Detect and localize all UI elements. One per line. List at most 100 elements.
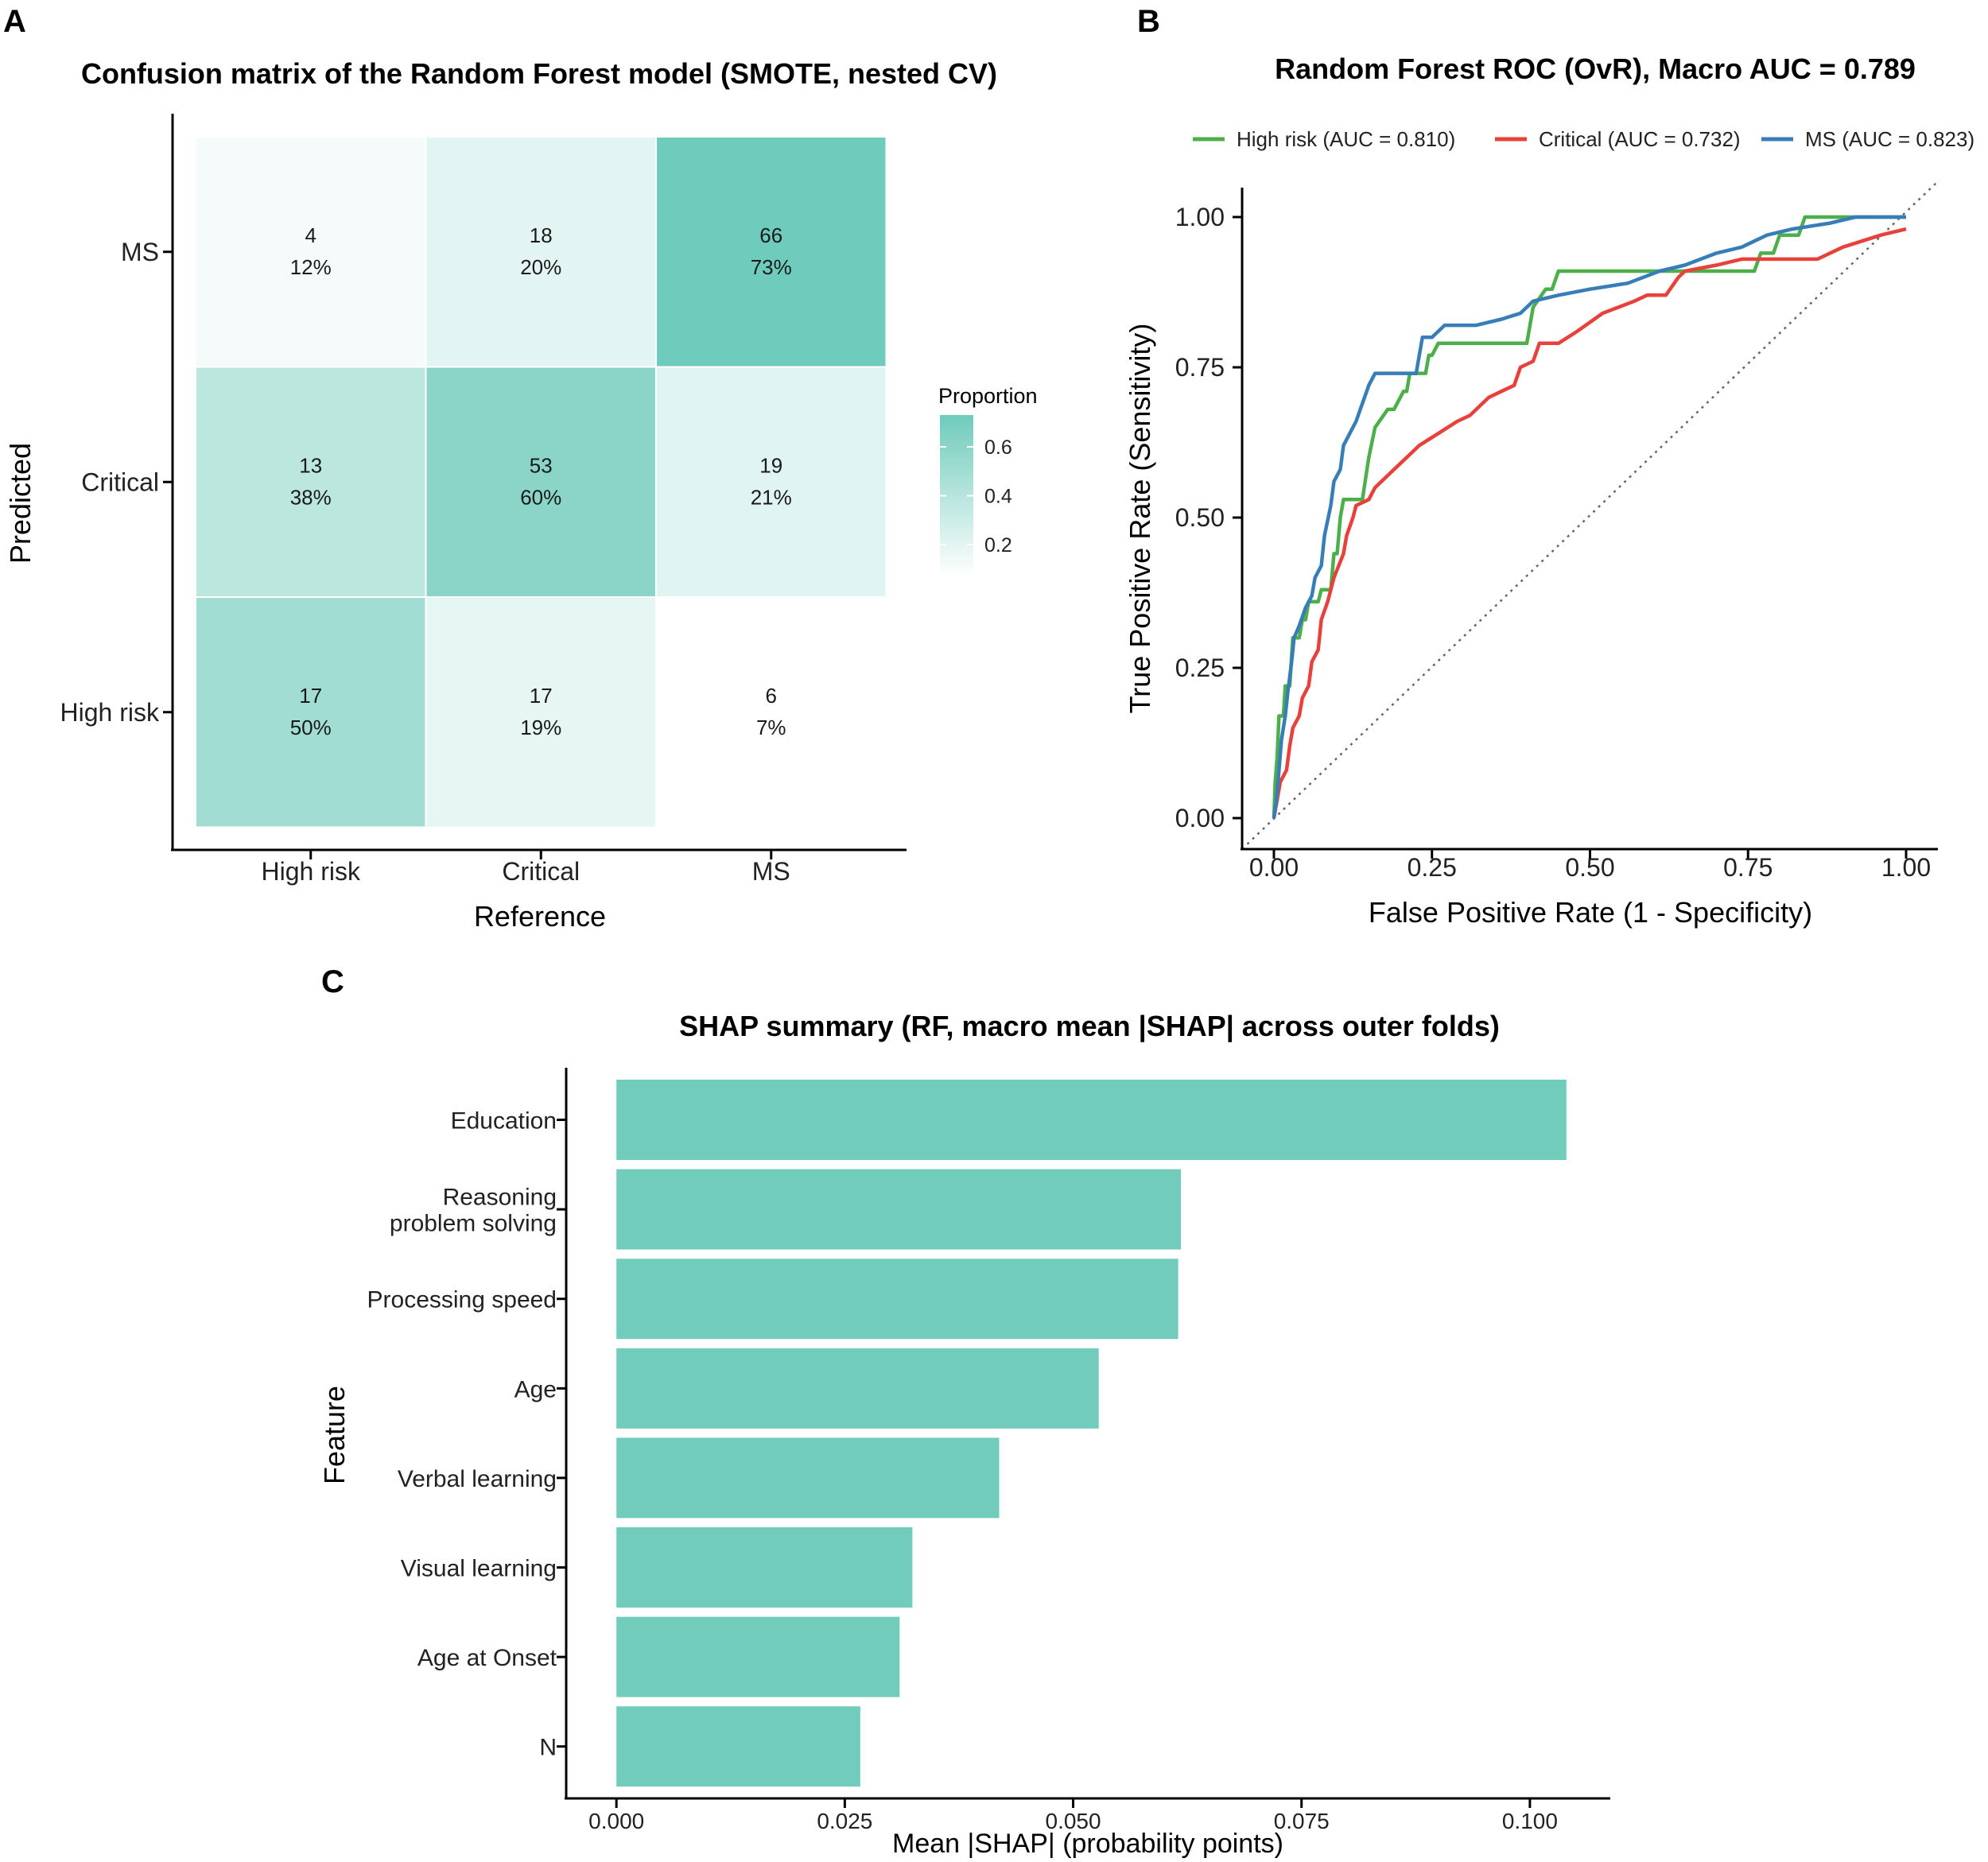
cm-cell-ms-vs-critical	[425, 136, 657, 368]
panel-a-y-ticks: MS Critical High risk	[60, 238, 173, 727]
panel-c-title: SHAP summary (RF, macro mean |SHAP| acro…	[679, 1010, 1500, 1043]
panel-c-y-axis-title: Feature	[318, 1386, 351, 1484]
cm-cell-high-risk-vs-high-risk	[195, 596, 427, 828]
legend-title: Proportion	[938, 384, 1038, 408]
panel-c-x-tick-label: 0.025	[817, 1809, 872, 1833]
shap-bar-age-at-onset	[616, 1616, 900, 1697]
panel-a-y-tick-label: Critical	[81, 467, 159, 496]
panel-c-y-tick-label: Verbal learning	[398, 1466, 557, 1492]
panel-c-y-tick-label: problem solving	[390, 1211, 557, 1237]
panel-a-x-tick-label: MS	[752, 857, 790, 886]
cm-cell-count: 6	[766, 684, 777, 708]
cm-cell-count: 66	[759, 223, 782, 247]
shap-bar-visual-learning	[616, 1527, 913, 1608]
panel-b-roc: B Random Forest ROC (OvR), Macro AUC = 0…	[1124, 4, 1974, 929]
panel-c-y-tick-label: Education	[451, 1108, 557, 1135]
panel-a-label: A	[3, 4, 26, 39]
roc-line-ms	[1272, 215, 1906, 819]
cm-cell-critical-vs-high-risk	[195, 366, 427, 598]
panel-c-x-tick-label: 0.075	[1274, 1809, 1330, 1833]
panel-a-y-tick-label: MS	[121, 238, 159, 266]
cm-cell-count: 17	[299, 684, 322, 708]
panel-b-y-ticks: 0.00 0.25 0.50 0.75 1.00	[1175, 203, 1242, 832]
panel-b-label: B	[1137, 4, 1160, 39]
roc-line-critical	[1272, 227, 1907, 819]
panel-c-label: C	[321, 964, 344, 999]
cm-cell-critical-vs-ms	[655, 366, 887, 598]
panel-a-x-ticks: High risk Critical MS	[262, 850, 790, 886]
cm-cell-ms-vs-ms	[655, 136, 887, 368]
roc-legend-label: Critical (AUC = 0.732)	[1539, 127, 1741, 151]
confusion-matrix-cells	[195, 136, 887, 828]
panel-b-title: Random Forest ROC (OvR), Macro AUC = 0.7…	[1275, 52, 1916, 85]
panel-c-y-tick-label: Age	[514, 1376, 557, 1402]
cm-cell-percent: 60%	[520, 485, 561, 509]
panel-c-x-tick-label: 0.100	[1502, 1809, 1558, 1833]
cm-cell-count: 19	[759, 453, 782, 477]
panel-c-x-tick-label: 0.050	[1046, 1809, 1101, 1833]
legend-ticks: 0.2 0.4 0.6	[940, 436, 1012, 557]
panel-b-x-tick-label: 0.00	[1249, 853, 1299, 882]
panel-c-x-axis-title: Mean |SHAP| (probability points)	[892, 1829, 1283, 1859]
cm-cell-high-risk-vs-ms	[655, 596, 887, 828]
cm-cell-percent: 12%	[290, 255, 332, 279]
cm-cell-percent: 50%	[290, 716, 332, 739]
shap-bar-verbal-learning	[616, 1437, 1000, 1519]
cm-cell-percent: 21%	[751, 485, 792, 509]
shap-bar-age	[616, 1348, 1099, 1429]
cm-cell-count: 13	[299, 453, 322, 477]
panel-b-x-ticks: 0.00 0.25 0.50 0.75 1.00	[1249, 849, 1931, 882]
panel-b-y-tick-label: 0.25	[1175, 654, 1225, 682]
panel-c-y-tick-label: Reasoning	[443, 1185, 557, 1211]
panel-c-y-tick-label: N	[539, 1735, 557, 1761]
panel-b-y-tick-label: 0.00	[1175, 804, 1225, 832]
panel-a-x-axis-title: Reference	[474, 900, 606, 933]
panel-b-x-tick-label: 0.50	[1565, 853, 1614, 882]
roc-legend-label: MS (AUC = 0.823)	[1805, 127, 1974, 151]
panel-a-x-tick-label: Critical	[502, 857, 580, 886]
roc-legend-label: High risk (AUC = 0.810)	[1237, 127, 1455, 151]
panel-b-y-axis-title: True Positive Rate (Sensitivity)	[1124, 324, 1156, 714]
roc-diagonal-reference	[1241, 182, 1937, 850]
shap-bar-processing-speed	[616, 1259, 1178, 1340]
panel-b-x-tick-label: 0.25	[1408, 853, 1457, 882]
panel-c-x-ticks: 0.000 0.025 0.050 0.075 0.100	[588, 1798, 1558, 1833]
cm-cell-count: 17	[530, 684, 553, 708]
legend-tick-label: 0.6	[984, 436, 1012, 459]
panel-a-y-tick-label: High risk	[60, 698, 160, 727]
panel-c-x-tick-label: 0.000	[588, 1809, 644, 1833]
cm-cell-ms-vs-high-risk	[195, 136, 427, 368]
shap-bar-n	[616, 1706, 860, 1787]
panel-b-y-tick-label: 0.75	[1175, 353, 1225, 382]
cm-cell-high-risk-vs-critical	[425, 596, 657, 828]
panel-a-confusion-matrix: A Confusion matrix of the Random Forest …	[3, 4, 1038, 933]
cm-cell-percent: 7%	[756, 716, 786, 739]
cm-cell-count: 53	[530, 453, 553, 477]
cm-cell-percent: 19%	[520, 716, 561, 739]
cm-cell-percent: 20%	[520, 255, 561, 279]
panel-b-x-tick-label: 0.75	[1723, 853, 1773, 882]
panel-b-y-tick-label: 0.50	[1175, 503, 1225, 532]
shap-bar-reasoning-problem-solving	[616, 1169, 1182, 1250]
cm-cell-count: 18	[530, 223, 553, 247]
panel-a-title: Confusion matrix of the Random Forest mo…	[81, 57, 997, 90]
cm-cell-percent: 38%	[290, 485, 332, 509]
cm-cell-count: 4	[305, 223, 316, 247]
cm-cell-percent: 73%	[751, 255, 792, 279]
panel-b-y-tick-label: 1.00	[1175, 203, 1225, 231]
proportion-legend: Proportion 0.2 0.4 0.6	[938, 384, 1038, 576]
cm-cell-critical-vs-critical	[425, 366, 657, 598]
roc-curves	[1272, 215, 1907, 819]
legend-tick-label: 0.4	[984, 486, 1012, 508]
panel-c-y-tick-label: Age at Onset	[417, 1645, 557, 1671]
panel-c-y-tick-label: Visual learning	[401, 1556, 557, 1582]
panel-a-x-tick-label: High risk	[262, 857, 361, 886]
shap-bar-education	[616, 1080, 1567, 1160]
roc-legend: High risk (AUC = 0.810) Critical (AUC = 0…	[1193, 127, 1974, 151]
panel-c-shap: C SHAP summary (RF, macro mean |SHAP| ac…	[318, 964, 1610, 1859]
panel-b-x-axis-title: False Positive Rate (1 - Specificity)	[1369, 896, 1812, 929]
shap-bars	[616, 1080, 1567, 1787]
confusion-matrix-labels: 4 12% 18 20% 66 73% 13 38% 53 60% 19 21% 17 50% 17 19% 6…	[290, 223, 792, 739]
